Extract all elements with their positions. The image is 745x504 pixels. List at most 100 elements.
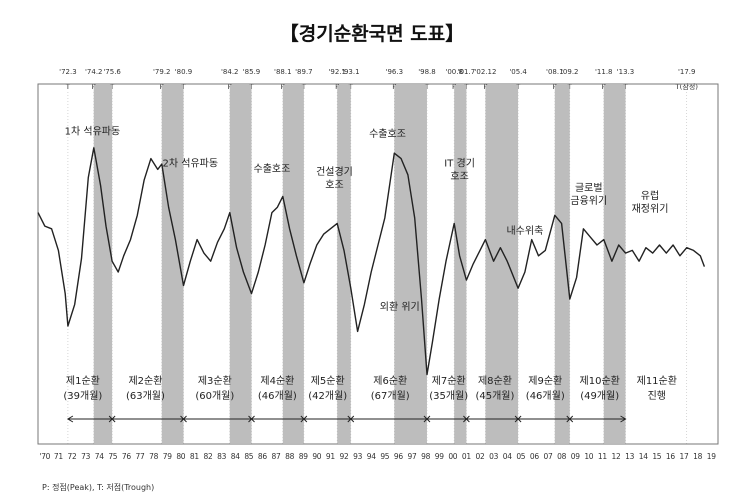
year-tick-label: 06 <box>530 452 539 461</box>
cycle-label: 제9순환 <box>528 375 562 387</box>
cycle-label: 제2순환 <box>128 375 162 387</box>
year-tick-label: 08 <box>557 452 566 461</box>
year-tick-label: 86 <box>258 452 267 461</box>
annotation-label: 내수위축 <box>506 224 543 237</box>
annotation-label: 호조 <box>450 171 468 183</box>
year-tick-label: 95 <box>380 452 389 461</box>
cycle-label: 제11순환 <box>637 375 677 387</box>
annotation-label: 유럽 <box>641 190 659 202</box>
year-tick-label: 90 <box>312 452 321 461</box>
year-tick-label: 94 <box>367 452 376 461</box>
cycle-arrow-cross <box>300 415 308 423</box>
year-tick-label: 01 <box>462 452 471 461</box>
cycle-label: 제5순환 <box>311 375 345 387</box>
cycle-duration: (42개월) <box>308 390 347 402</box>
cycle-arrow-cross <box>347 415 355 423</box>
recession-band <box>485 85 519 443</box>
year-tick-label: 75 <box>108 452 117 461</box>
cycle-duration: (67개월) <box>371 390 410 402</box>
turning-point-type: T(잠정) <box>674 82 698 91</box>
cycle-label: 제4순환 <box>260 375 294 387</box>
cycle-arrow-cross <box>180 415 187 423</box>
year-tick-label: 97 <box>408 452 417 461</box>
year-tick-label: 85 <box>244 452 253 461</box>
turning-point-date: '17.9 <box>678 68 696 76</box>
turning-point-date: '85.9 <box>243 68 261 76</box>
footnote: P: 정점(Peak), T: 저점(Trough) <box>42 482 154 492</box>
turning-point-date: '84.2 <box>221 68 239 76</box>
year-tick-label: 00 <box>448 452 457 461</box>
turning-point-date: '93.1 <box>342 68 360 76</box>
recession-band <box>93 85 113 443</box>
year-tick-label: 12 <box>612 452 621 461</box>
year-tick-label: 02 <box>476 452 485 461</box>
cycle-duration: (60개월) <box>195 390 234 402</box>
year-tick-label: 84 <box>231 452 240 461</box>
turning-point-date: '11.8 <box>595 68 613 76</box>
recession-band <box>454 85 467 443</box>
recession-band <box>603 85 626 443</box>
cycle-label: 제6순환 <box>373 375 407 387</box>
turning-point-date: '98.8 <box>418 68 436 76</box>
turning-point-type: T <box>65 83 71 91</box>
year-tick-label: 89 <box>299 452 308 461</box>
year-tick-label: 81 <box>190 452 199 461</box>
cycle-duration: (39개월) <box>63 390 102 402</box>
turning-point-date: '05.4 <box>509 68 527 76</box>
cycle-label: 제10순환 <box>580 375 620 387</box>
cycle-label: 제7순환 <box>432 375 466 387</box>
recession-band <box>337 85 351 443</box>
year-tick-label: 82 <box>204 452 213 461</box>
year-tick-label: 73 <box>81 452 90 461</box>
cycle-label: 제8순환 <box>478 375 512 387</box>
year-tick-label: 79 <box>163 452 172 461</box>
cycle-arrow-head <box>620 415 627 423</box>
cycle-arrow-cross <box>108 415 116 423</box>
turning-point-date: '80.9 <box>175 68 193 76</box>
turning-point-date: '01.7 <box>458 68 476 76</box>
year-tick-label: 13 <box>625 452 634 461</box>
cycle-arrow-cross <box>566 415 574 423</box>
turning-point-date: '92.1 <box>328 68 346 76</box>
year-tick-label: 72 <box>68 452 77 461</box>
year-tick-label: '70 <box>39 452 50 461</box>
annotation-label: 금융위기 <box>570 194 607 207</box>
turning-point-date: '74.2 <box>85 68 103 76</box>
turning-point-date: '96.3 <box>386 68 404 76</box>
chart-title: 【경기순환국면 도표】 <box>280 22 464 45</box>
cycle-label: 제3순환 <box>198 375 232 387</box>
year-tick-label: 04 <box>503 452 512 461</box>
turning-point-date: '72.3 <box>59 68 77 76</box>
recession-band <box>554 85 570 443</box>
cycle-duration: (46개월) <box>526 390 565 402</box>
year-tick-label: 09 <box>571 452 580 461</box>
cycle-duration: (35개월) <box>429 390 468 402</box>
year-tick-label: 19 <box>707 452 716 461</box>
cycle-label: 제1순환 <box>66 375 100 387</box>
year-tick-label: 80 <box>176 452 185 461</box>
turning-point-date: '09.2 <box>561 68 579 76</box>
cycle-arrows <box>66 415 627 423</box>
recession-band <box>161 85 184 443</box>
annotation-label: IT 경기 <box>444 157 475 170</box>
turning-point-date: '79.2 <box>153 68 171 76</box>
year-tick-labels: '70 71 72 73 74 75 76 77 78 79 80 81 82 83 84 85 86 87 88 8… <box>39 452 716 461</box>
turning-point-date: '75.6 <box>103 68 121 76</box>
year-tick-label: 77 <box>136 452 145 461</box>
annotation-label: 수출호조 <box>369 128 406 140</box>
cycle-arrow-cross <box>463 415 470 423</box>
plot-frame <box>37 83 719 445</box>
annotation-label: 건설경기 <box>316 165 353 178</box>
year-tick-label: 05 <box>516 452 525 461</box>
turning-point-date: '13.3 <box>617 68 635 76</box>
year-tick-label: 17 <box>680 452 689 461</box>
year-tick-label: 15 <box>652 452 661 461</box>
year-tick-label: 10 <box>584 452 593 461</box>
cycle-duration: (45개월) <box>475 390 514 402</box>
year-tick-label: 88 <box>285 452 294 461</box>
turning-point-date: '08.1 <box>546 68 564 76</box>
recession-bands <box>93 85 626 443</box>
turning-points: '72.3T'74.2P'75.6T'79.2P'80.9T'84.2P'85.… <box>59 68 698 444</box>
cycle-duration: 진행 <box>648 390 666 402</box>
